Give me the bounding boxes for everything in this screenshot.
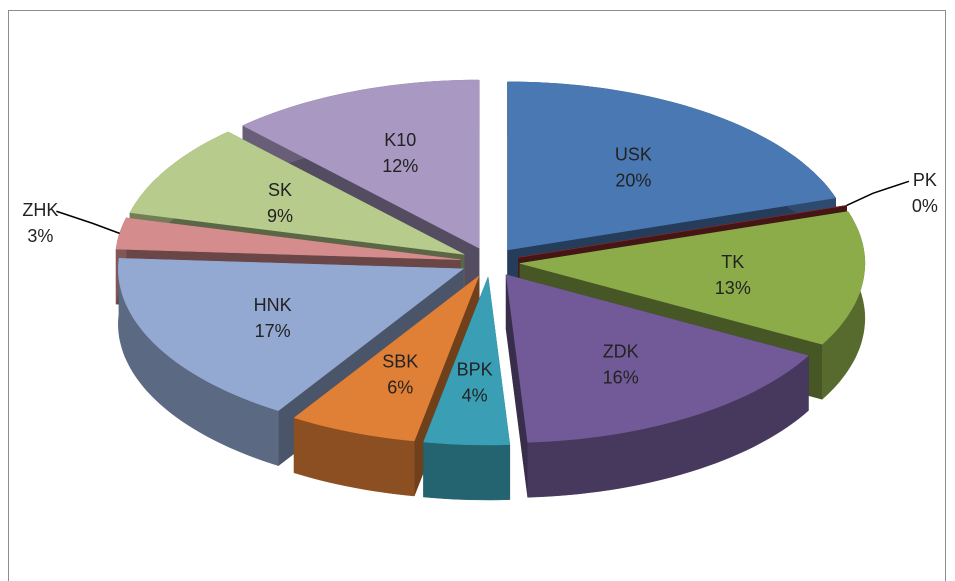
slice bbox=[129, 131, 465, 255]
slice bbox=[242, 79, 480, 249]
value-label: 12% bbox=[382, 156, 418, 176]
slice bbox=[518, 205, 847, 258]
value-label: 3% bbox=[27, 226, 53, 246]
slice bbox=[423, 276, 511, 501]
value-label: 9% bbox=[267, 206, 293, 226]
value-label: 4% bbox=[462, 386, 488, 406]
value-label: 17% bbox=[255, 321, 291, 341]
slice bbox=[423, 276, 511, 446]
slice bbox=[505, 274, 809, 443]
category-label: TK bbox=[721, 252, 744, 272]
slice bbox=[505, 274, 809, 498]
category-label: BPK bbox=[457, 360, 493, 380]
value-label: 16% bbox=[603, 367, 639, 387]
category-label: SBK bbox=[382, 352, 418, 372]
value-label: 6% bbox=[387, 378, 413, 398]
value-label: 13% bbox=[715, 278, 751, 298]
value-label: 20% bbox=[615, 170, 651, 190]
chart-frame bbox=[8, 10, 946, 581]
category-label: PK bbox=[913, 170, 937, 190]
value-label: 0% bbox=[912, 196, 938, 216]
slice bbox=[115, 217, 461, 260]
category-label: ZHK bbox=[22, 200, 58, 220]
leader-line bbox=[56, 210, 120, 235]
slice bbox=[519, 211, 866, 345]
category-label: K10 bbox=[384, 130, 416, 150]
slice bbox=[293, 275, 480, 442]
slice bbox=[507, 81, 837, 251]
category-label: ZDK bbox=[603, 341, 639, 361]
slice bbox=[118, 258, 465, 411]
category-label: USK bbox=[615, 144, 652, 164]
category-label: SK bbox=[268, 180, 292, 200]
leader-line bbox=[846, 180, 910, 207]
slice-side bbox=[423, 441, 511, 501]
category-label: HNK bbox=[254, 295, 292, 315]
